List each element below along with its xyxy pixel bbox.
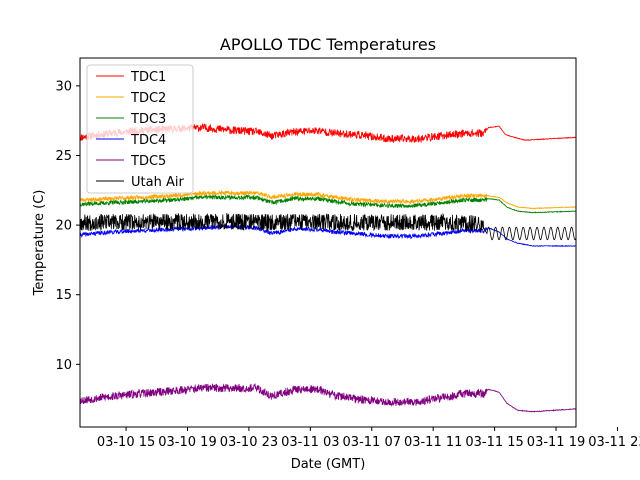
x-tick-label: 03-11 11 — [404, 435, 462, 450]
legend-label: Utah Air — [131, 175, 184, 190]
legend-label: TDC1 — [130, 70, 166, 85]
series-line-tdc2 — [80, 189, 576, 210]
x-tick-label: 03-11 07 — [343, 435, 401, 450]
legend-label: TDC5 — [130, 154, 166, 169]
y-tick-label: 10 — [55, 358, 72, 373]
x-tick-label: 03-10 23 — [220, 435, 278, 450]
y-axis: 10 15 20 25 30 — [55, 79, 80, 373]
plot-frame — [79, 57, 577, 428]
x-axis: 03-10 15 03-10 19 03-10 23 03-11 03 03-11 07… — [97, 427, 640, 450]
series-line-utah-air — [80, 212, 576, 241]
series-line-tdc4 — [80, 223, 576, 248]
x-tick-label: 03-11 19 — [527, 435, 585, 450]
x-tick-label: 03-10 19 — [158, 435, 216, 450]
x-axis-label: Date (GMT) — [291, 457, 366, 472]
legend-label: TDC3 — [130, 112, 166, 127]
x-tick-label: 03-10 15 — [97, 435, 155, 450]
chart-title: APOLLO TDC Temperatures — [220, 35, 436, 54]
y-tick-label: 25 — [55, 149, 72, 164]
x-tick-label: 03-11 15 — [465, 435, 523, 450]
y-tick-label: 30 — [55, 79, 72, 94]
series-line-tdc3 — [80, 193, 576, 214]
legend-label: TDC2 — [130, 91, 166, 106]
y-axis-label: Temperature (C) — [32, 190, 47, 297]
legend: TDC1 TDC2 TDC3 TDC4 TDC5 Utah Air — [86, 64, 194, 194]
legend-label: TDC4 — [130, 133, 166, 148]
y-tick-label: 15 — [55, 288, 72, 303]
series-line-tdc5 — [80, 383, 576, 413]
y-tick-label: 20 — [55, 219, 72, 234]
x-tick-label: 03-11 03 — [281, 435, 339, 450]
x-tick-label: 03-11 23 — [588, 435, 640, 450]
